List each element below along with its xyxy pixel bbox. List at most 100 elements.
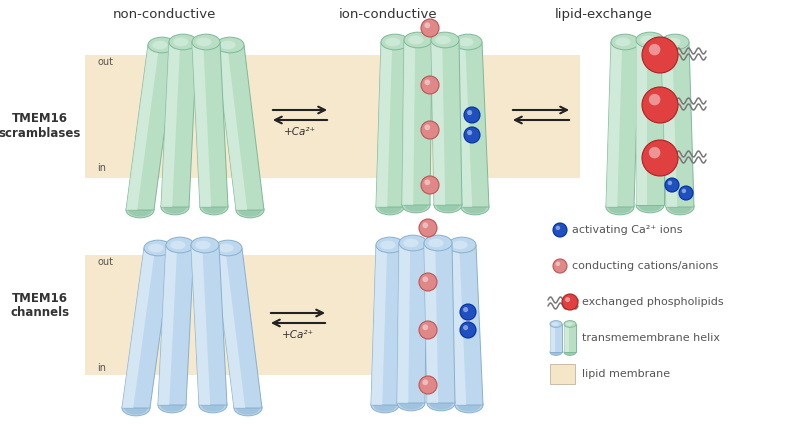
- Polygon shape: [661, 42, 677, 207]
- Polygon shape: [402, 40, 432, 205]
- Ellipse shape: [371, 397, 399, 413]
- Ellipse shape: [404, 198, 428, 212]
- Circle shape: [556, 226, 560, 230]
- Ellipse shape: [408, 36, 424, 45]
- Polygon shape: [424, 243, 455, 403]
- Ellipse shape: [122, 400, 150, 416]
- Polygon shape: [636, 40, 647, 205]
- Ellipse shape: [455, 397, 483, 413]
- Ellipse shape: [144, 240, 172, 256]
- Ellipse shape: [457, 398, 481, 412]
- Circle shape: [464, 127, 480, 143]
- Ellipse shape: [380, 241, 395, 250]
- Ellipse shape: [636, 197, 664, 213]
- Ellipse shape: [161, 199, 189, 215]
- Ellipse shape: [216, 37, 244, 53]
- Circle shape: [649, 94, 660, 105]
- Polygon shape: [371, 245, 404, 405]
- Bar: [85, 55, 580, 178]
- Ellipse shape: [428, 239, 443, 247]
- Polygon shape: [431, 40, 462, 205]
- Polygon shape: [606, 42, 639, 207]
- Ellipse shape: [550, 321, 562, 327]
- Ellipse shape: [638, 198, 662, 212]
- Polygon shape: [216, 45, 264, 210]
- Text: lipid-exchange: lipid-exchange: [555, 8, 653, 21]
- Ellipse shape: [236, 401, 260, 415]
- Ellipse shape: [220, 41, 235, 49]
- Text: non-conductive: non-conductive: [112, 8, 216, 21]
- Ellipse shape: [160, 398, 184, 412]
- Polygon shape: [126, 45, 176, 210]
- Ellipse shape: [195, 241, 210, 250]
- Ellipse shape: [214, 240, 242, 256]
- Ellipse shape: [376, 199, 404, 215]
- Ellipse shape: [191, 237, 219, 253]
- Text: TMEM16: TMEM16: [12, 291, 68, 304]
- Polygon shape: [158, 245, 194, 405]
- Circle shape: [422, 276, 428, 282]
- Polygon shape: [192, 42, 228, 207]
- Circle shape: [556, 262, 560, 266]
- Circle shape: [422, 324, 428, 330]
- Circle shape: [463, 325, 468, 330]
- Ellipse shape: [429, 396, 453, 410]
- Bar: [550, 364, 575, 384]
- Circle shape: [649, 147, 660, 158]
- Ellipse shape: [192, 34, 220, 50]
- Ellipse shape: [452, 241, 467, 250]
- Ellipse shape: [661, 34, 689, 50]
- Text: activating Ca²⁺ ions: activating Ca²⁺ ions: [572, 225, 682, 235]
- Circle shape: [565, 297, 570, 302]
- Text: transmemembrane helix: transmemembrane helix: [582, 333, 720, 343]
- Polygon shape: [431, 40, 445, 205]
- Ellipse shape: [199, 397, 227, 413]
- Circle shape: [419, 376, 437, 394]
- Polygon shape: [636, 40, 664, 205]
- Ellipse shape: [424, 235, 452, 251]
- Polygon shape: [550, 324, 555, 352]
- Circle shape: [460, 322, 476, 338]
- Polygon shape: [454, 42, 489, 207]
- Circle shape: [419, 321, 437, 339]
- Circle shape: [422, 379, 428, 385]
- Ellipse shape: [550, 349, 562, 355]
- Ellipse shape: [402, 197, 430, 213]
- Polygon shape: [161, 42, 197, 207]
- Ellipse shape: [170, 241, 186, 250]
- Ellipse shape: [665, 38, 681, 46]
- Circle shape: [467, 130, 472, 135]
- Circle shape: [553, 259, 567, 273]
- Ellipse shape: [201, 398, 225, 412]
- Polygon shape: [371, 245, 387, 405]
- Ellipse shape: [152, 41, 168, 49]
- Circle shape: [649, 44, 660, 55]
- Polygon shape: [191, 245, 210, 405]
- Ellipse shape: [552, 322, 558, 326]
- Text: channels: channels: [10, 306, 70, 319]
- Circle shape: [421, 176, 439, 194]
- Ellipse shape: [461, 199, 489, 215]
- Polygon shape: [448, 245, 466, 405]
- Circle shape: [679, 186, 693, 200]
- Ellipse shape: [166, 237, 194, 253]
- Ellipse shape: [399, 396, 423, 410]
- Ellipse shape: [564, 321, 576, 327]
- Polygon shape: [216, 45, 247, 210]
- Ellipse shape: [636, 32, 664, 48]
- Circle shape: [425, 22, 430, 28]
- Polygon shape: [214, 248, 262, 408]
- Circle shape: [642, 37, 678, 73]
- Ellipse shape: [434, 197, 462, 213]
- Polygon shape: [192, 42, 211, 207]
- Polygon shape: [376, 42, 392, 207]
- Circle shape: [642, 140, 678, 176]
- Ellipse shape: [196, 38, 211, 46]
- Polygon shape: [161, 42, 180, 207]
- Ellipse shape: [126, 202, 154, 218]
- Circle shape: [642, 87, 678, 123]
- Ellipse shape: [435, 36, 450, 45]
- Circle shape: [419, 273, 437, 291]
- Circle shape: [419, 219, 437, 237]
- Polygon shape: [564, 324, 576, 352]
